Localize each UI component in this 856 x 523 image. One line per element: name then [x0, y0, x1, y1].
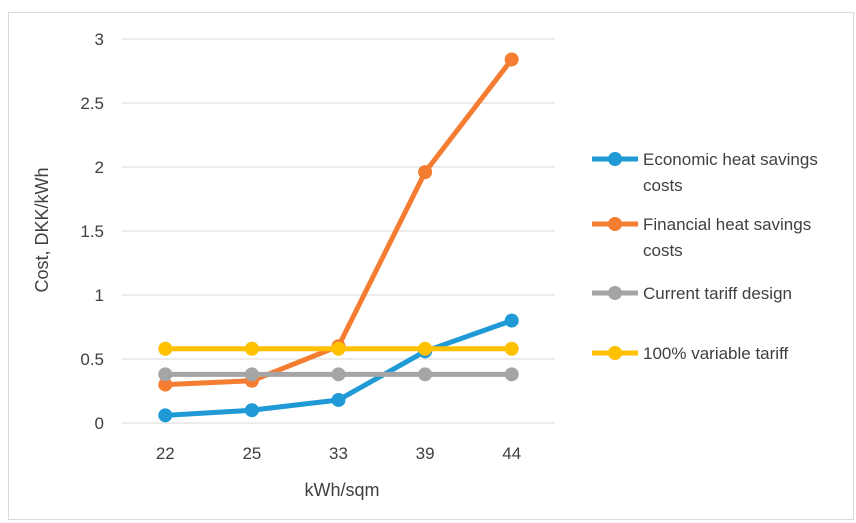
- data-point: [504, 313, 519, 328]
- data-point: [504, 52, 519, 67]
- x-axis-ticks: 22 25 33 39 44: [156, 444, 521, 463]
- data-point: [158, 367, 173, 382]
- legend-label: Economic heat savings: [643, 150, 818, 169]
- legend-item: Economic heat savings costs: [592, 150, 818, 195]
- legend-swatch-marker: [608, 217, 622, 231]
- x-tick-label: 22: [156, 444, 175, 463]
- series-lines: [158, 52, 519, 423]
- legend-item: Current tariff design: [592, 284, 792, 303]
- series-2: [158, 367, 519, 382]
- data-point: [158, 377, 173, 392]
- data-point: [418, 367, 433, 382]
- y-tick-label: 1.5: [80, 222, 104, 241]
- x-tick-label: 25: [242, 444, 261, 463]
- legend-swatch-marker: [608, 346, 622, 360]
- data-point: [418, 165, 433, 180]
- x-tick-label: 39: [416, 444, 435, 463]
- legend-label: Current tariff design: [643, 284, 792, 303]
- legend-swatch-marker: [608, 152, 622, 166]
- legend-label: 100% variable tariff: [643, 344, 788, 363]
- y-tick-label: 1: [95, 286, 104, 305]
- data-point: [158, 341, 173, 356]
- y-tick-label: 2: [95, 158, 104, 177]
- data-point: [244, 403, 259, 418]
- data-point: [331, 367, 346, 382]
- data-point: [331, 392, 346, 407]
- data-point: [504, 367, 519, 382]
- y-axis-ticks: 0 0.5 1 1.5 2 2.5 3: [80, 30, 104, 433]
- y-tick-label: 0: [95, 414, 104, 433]
- legend-item: 100% variable tariff: [592, 344, 788, 363]
- x-tick-label: 33: [329, 444, 348, 463]
- y-tick-label: 0.5: [80, 350, 104, 369]
- legend-label: costs: [643, 241, 683, 260]
- legend-item: Financial heat savings costs: [592, 215, 811, 260]
- chart-frame: [8, 12, 854, 520]
- x-axis-title: kWh/sqm: [304, 480, 379, 500]
- x-tick-label: 44: [502, 444, 521, 463]
- y-tick-label: 2.5: [80, 94, 104, 113]
- series-3: [158, 341, 519, 356]
- data-point: [158, 408, 173, 423]
- series-line: [162, 56, 515, 388]
- gridlines: [122, 38, 555, 424]
- data-point: [244, 367, 259, 382]
- data-point: [418, 341, 433, 356]
- legend-label: costs: [643, 176, 683, 195]
- y-axis-title: Cost, DKK/kWh: [32, 167, 52, 292]
- data-point: [331, 341, 346, 356]
- y-tick-label: 3: [95, 30, 104, 49]
- data-point: [244, 341, 259, 356]
- legend-label: Financial heat savings: [643, 215, 811, 234]
- data-point: [504, 341, 519, 356]
- legend-swatch-marker: [608, 286, 622, 300]
